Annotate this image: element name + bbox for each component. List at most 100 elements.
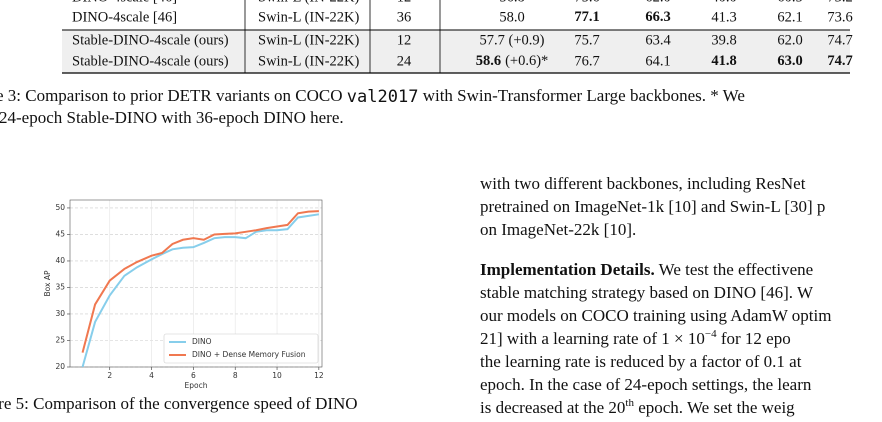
row-shade: [62, 51, 850, 73]
text-run: 21] with a learning rate of 1 × 10: [480, 329, 705, 348]
row-shade: [62, 30, 850, 52]
table-cell: 63.4: [645, 32, 671, 48]
legend-box: [163, 333, 319, 364]
table-cell: 60.5: [777, 0, 802, 5]
table-cell: DINO-4scale [46]: [72, 9, 177, 25]
text-run: for 12 epo: [717, 329, 791, 348]
cell-text: 74.7: [827, 53, 852, 69]
table-cell: 74.7: [827, 53, 852, 69]
text-run: Table 3: Comparison to prior DETR varian…: [0, 86, 347, 105]
cell-text: 58.6: [476, 53, 501, 69]
cell-text: 41.8: [711, 53, 736, 69]
table-cell: 36: [397, 9, 412, 25]
table-cell: 77.1: [574, 9, 599, 25]
table-cell: 39.8: [711, 32, 736, 48]
text-run: val2017: [347, 87, 419, 107]
body-line: with two different backbones, including …: [480, 174, 806, 193]
x-tick-label: 10: [272, 371, 282, 380]
table-cell: Swin-L (IN-22K): [258, 32, 360, 48]
text-run: pretrained on ImageNet-1k [10] and Swin-…: [480, 197, 825, 216]
table-cell: 41.3: [711, 9, 736, 25]
table-cell: 73.2: [827, 0, 852, 5]
body-line: pretrained on ImageNet-1k [10] and Swin-…: [480, 197, 825, 216]
x-tick-label: 12: [314, 371, 324, 380]
figure-caption: Figure 5: Comparison of the convergence …: [0, 394, 358, 413]
y-tick-label: 25: [55, 335, 65, 344]
table-cell: 57.7 (+0.9): [480, 32, 545, 48]
table-cell: 75.7: [574, 32, 599, 48]
text-run: our models on COCO training using AdamW …: [480, 306, 831, 325]
series-line: [81, 213, 320, 367]
body-line: our models on COCO training using AdamW …: [480, 306, 831, 325]
x-tick-label: 4: [149, 371, 154, 380]
table-caption: Table 3: Comparison to prior DETR varian…: [0, 86, 745, 107]
y-tick-label: 40: [55, 256, 65, 265]
y-tick-label: 50: [55, 203, 65, 212]
y-tick-label: 20: [55, 362, 65, 371]
text-run: th: [625, 397, 634, 409]
table-cell: 64.1: [645, 53, 670, 69]
table-cell: 58.0: [499, 9, 524, 25]
cell-text: 63.0: [777, 53, 802, 69]
body-line: is decreased at the 20th epoch. We set t…: [480, 397, 795, 417]
text-run: is decreased at the 20: [480, 398, 625, 417]
table-cell: 41.8: [711, 53, 736, 69]
text-run: with two different backbones, including …: [480, 174, 806, 193]
body-line: the learning rate is reduced by a factor…: [480, 352, 802, 371]
table-cell: 40.0: [711, 0, 736, 5]
body-line: Implementation Details. We test the effe…: [480, 260, 813, 279]
text-run: on ImageNet-22k [10].: [480, 220, 636, 239]
text-run: −4: [705, 328, 717, 340]
table-cell: 75.6: [574, 0, 599, 5]
table-cell: 56.8: [499, 0, 524, 5]
table-caption: 24-epoch Stable-DINO with 36-epoch DINO …: [0, 108, 344, 127]
table-cell: 62.0: [777, 32, 802, 48]
x-axis-label: Epoch: [185, 381, 208, 390]
body-line: 21] with a learning rate of 1 × 10−4 for…: [480, 328, 791, 348]
x-tick-label: 8: [233, 371, 238, 380]
text-run: We test the effectivene: [655, 260, 814, 279]
y-tick-label: 45: [55, 229, 65, 238]
text-run: Figure 5: Comparison of the convergence …: [0, 394, 358, 413]
body-line: epoch. In the case of 24-epoch settings,…: [480, 375, 812, 394]
text-run: stable matching strategy based on DINO […: [480, 283, 814, 302]
x-tick-label: 6: [191, 371, 196, 380]
table-cell: 76.7: [574, 53, 599, 69]
table-cell: 63.0: [777, 53, 802, 69]
text-run: epoch. In the case of 24-epoch settings,…: [480, 375, 812, 394]
y-tick-label: 30: [55, 309, 65, 318]
plot-frame: [69, 199, 323, 368]
table-cell: Swin-L (IN-22K): [258, 9, 360, 25]
table-cell: DINO-4scale [46]: [72, 0, 177, 5]
table-cell: 12: [397, 0, 412, 5]
table-cell: Swin-L (IN-22K): [258, 0, 360, 5]
table-cell: 66.3: [645, 9, 670, 25]
text-run: epoch. We set the weig: [634, 398, 795, 417]
x-tick-label: 2: [107, 371, 112, 380]
text-run: with Swin-Transformer Large backbones. *…: [418, 86, 744, 105]
text-run: the learning rate is reduced by a factor…: [480, 352, 802, 371]
y-axis-label: Box AP: [43, 270, 52, 296]
table-cell: 24: [397, 53, 412, 69]
table-cell: 74.7: [827, 32, 852, 48]
table-cell: 62.1: [777, 9, 802, 25]
y-tick-label: 35: [55, 282, 65, 291]
table-cell: 12: [397, 32, 412, 48]
table-cell: 58.6 (+0.6)*: [476, 53, 549, 69]
legend-label: DINO: [192, 337, 212, 346]
text-run: 24-epoch Stable-DINO with 36-epoch DINO …: [0, 108, 344, 127]
cell-text: 66.3: [645, 9, 670, 25]
text-run: Implementation Details.: [480, 260, 655, 279]
table-cell: Swin-L (IN-22K): [258, 53, 360, 69]
legend-label: DINO + Dense Memory Fusion: [192, 350, 306, 359]
table-cell: Stable-DINO-4scale (ours): [72, 53, 229, 69]
table-cell: Stable-DINO-4scale (ours): [72, 32, 229, 48]
table-cell: 62.0: [645, 0, 670, 5]
body-line: on ImageNet-22k [10].: [480, 220, 636, 239]
cell-suffix: (+0.6)*: [505, 53, 548, 69]
cell-text: 77.1: [574, 9, 599, 25]
series-line: [81, 210, 319, 353]
body-line: stable matching strategy based on DINO […: [480, 283, 814, 302]
